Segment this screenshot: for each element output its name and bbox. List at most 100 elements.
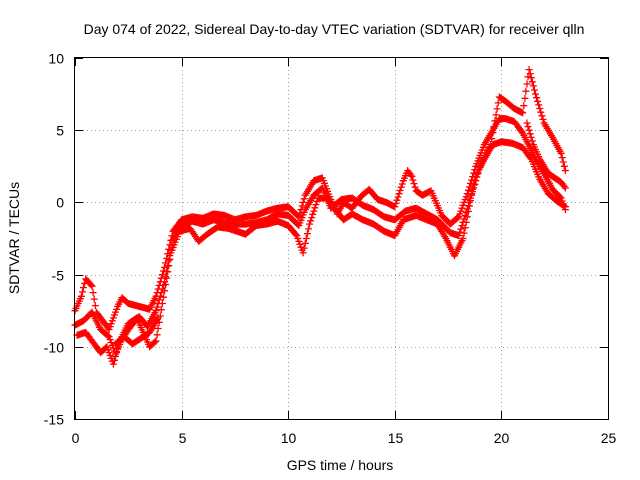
data-point: [463, 213, 471, 221]
data-point: [494, 99, 502, 107]
data-point: [79, 288, 86, 296]
plot-frame: [74, 57, 609, 420]
data-point: [162, 273, 170, 281]
data-point: [527, 133, 535, 141]
data-point: [155, 296, 163, 304]
data-point: [526, 70, 534, 78]
data-point: [532, 90, 539, 98]
data-point: [90, 295, 98, 303]
data-point: [160, 293, 167, 301]
data-point: [395, 190, 403, 198]
data-point: [472, 177, 480, 185]
y-tick-label: 0: [56, 195, 64, 211]
data-point: [524, 123, 532, 131]
data-point: [460, 229, 468, 237]
data-point: [525, 126, 533, 134]
data-point: [80, 284, 87, 292]
axis-ticks: 0 5 10 15 20 25 -15 -10 -5 0 5 10: [44, 51, 617, 447]
data-point: [104, 332, 112, 340]
data-point: [165, 262, 173, 270]
data-point: [521, 94, 529, 102]
data-point: [151, 338, 159, 346]
data-point: [299, 249, 307, 257]
data-point: [393, 196, 401, 204]
data-point: [520, 102, 528, 110]
data-point: [109, 360, 117, 368]
y-tick-label: -5: [52, 268, 65, 284]
data-point: [529, 82, 537, 90]
data-point: [561, 203, 569, 211]
data-point: [156, 292, 164, 300]
data-point: [535, 101, 543, 109]
data-point: [113, 349, 121, 357]
data-point: [302, 235, 310, 242]
data-point: [309, 210, 317, 218]
data-point: [468, 191, 476, 199]
data-point: [308, 214, 316, 222]
x-axis-title: GPS time / hours: [287, 457, 394, 473]
data-point: [556, 193, 564, 201]
data-point: [560, 162, 568, 170]
data-point: [528, 78, 536, 86]
data-point: [464, 186, 472, 194]
data-point: [488, 135, 496, 143]
data-point: [397, 183, 405, 191]
data-point: [391, 203, 399, 211]
grid: [75, 58, 608, 419]
data-point: [303, 230, 311, 238]
data-point: [158, 300, 166, 307]
data-point: [461, 224, 469, 232]
data-point: [164, 268, 172, 276]
data-point: [522, 87, 530, 95]
data-point: [110, 356, 118, 364]
data-point: [154, 314, 162, 322]
chart-title: Day 074 of 2022, Sidereal Day-to-day VTE…: [84, 21, 585, 37]
data-point: [533, 94, 541, 102]
data-point: [475, 166, 483, 174]
data-point: [408, 172, 416, 180]
data-point: [292, 230, 300, 238]
y-axis-title: SDTVAR / TECUs: [6, 182, 22, 294]
data-point: [519, 109, 527, 117]
series-track-4: [112, 119, 569, 348]
data-point: [523, 80, 531, 88]
data-point: [534, 97, 542, 105]
data-point: [489, 129, 497, 137]
data-point: [153, 303, 161, 311]
data-point: [526, 130, 534, 138]
x-tick-label: 15: [388, 430, 404, 446]
data-point: [491, 117, 499, 125]
data-point: [530, 86, 538, 94]
series-track-2: [71, 138, 569, 358]
data-point: [91, 302, 99, 310]
data-point: [467, 197, 474, 205]
data-point: [539, 115, 547, 123]
data-point: [464, 207, 472, 215]
data-point: [487, 141, 495, 149]
data-point: [152, 337, 160, 345]
data-point: [523, 119, 531, 127]
data-point: [471, 180, 479, 188]
data-point: [300, 195, 308, 203]
y-tick-label: 10: [48, 51, 64, 67]
data-point: [527, 74, 535, 82]
data-point: [560, 183, 568, 190]
data-point: [299, 198, 307, 206]
data-point: [469, 188, 477, 196]
data-point: [306, 220, 313, 228]
data-point: [166, 255, 174, 263]
data-point: [161, 287, 168, 295]
data-point: [455, 232, 463, 240]
data-point: [561, 184, 569, 192]
data-point: [154, 325, 162, 332]
data-point: [410, 180, 418, 188]
data-point: [492, 111, 500, 119]
data-point: [153, 331, 161, 339]
x-tick-label: 25: [601, 430, 617, 446]
data-point: [558, 154, 566, 162]
data-point: [560, 202, 568, 210]
data-point: [396, 187, 404, 194]
data-point: [307, 217, 315, 225]
x-tick-label: 5: [179, 430, 187, 446]
